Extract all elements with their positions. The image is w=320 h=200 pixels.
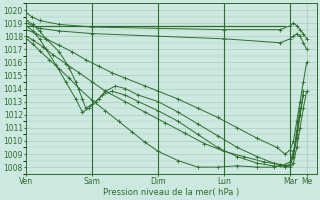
X-axis label: Pression niveau de la mer( hPa ): Pression niveau de la mer( hPa ) bbox=[103, 188, 240, 197]
